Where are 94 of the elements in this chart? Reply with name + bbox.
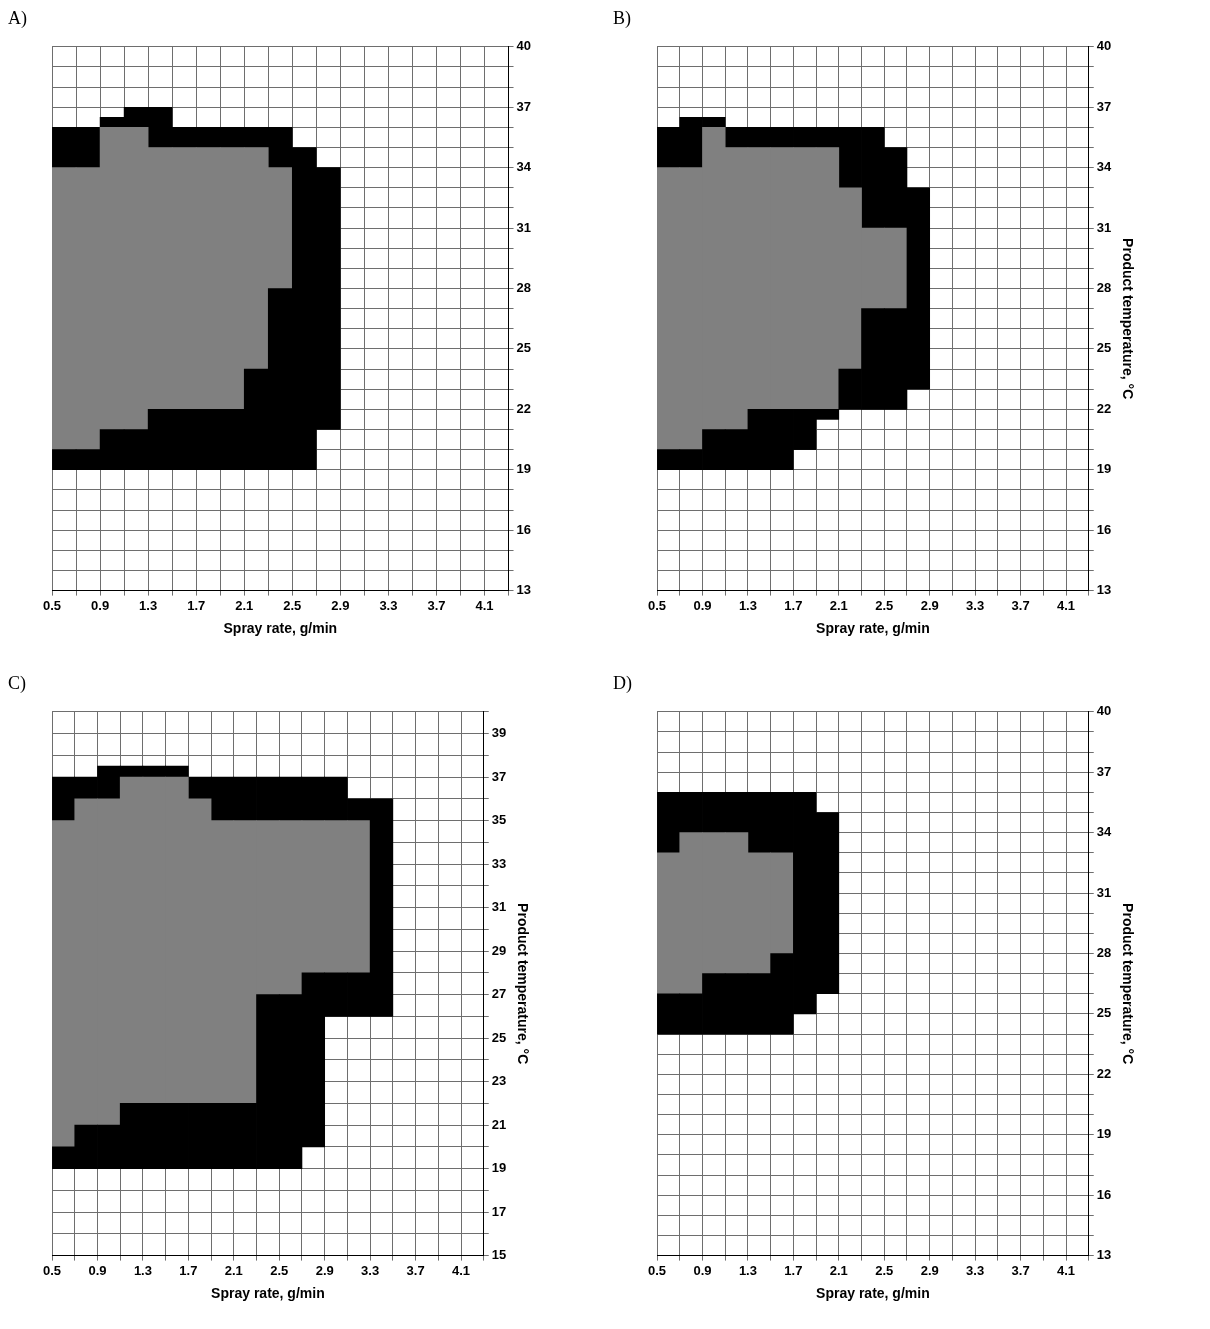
x-tick-label: 2.9 <box>920 1262 939 1278</box>
y-tick-label: 37 <box>516 98 532 114</box>
x-tick-label: 3.3 <box>361 1262 380 1278</box>
x-tick-label: 2.1 <box>829 1262 848 1278</box>
y-tick-label: 25 <box>516 340 532 356</box>
x-axis-title: Spray rate, g/min <box>816 620 930 637</box>
y-tick-label: 19 <box>516 461 532 477</box>
y-tick-label: 13 <box>516 582 532 598</box>
y-tick-label: 27 <box>491 986 507 1002</box>
x-tick-label: 2.5 <box>875 597 894 613</box>
y-tick-label: 28 <box>1096 945 1112 961</box>
x-axis-title: Spray rate, g/min <box>211 1285 325 1302</box>
x-tick-label: 2.9 <box>920 597 939 613</box>
y-tick-label: 13 <box>1096 1247 1112 1263</box>
x-tick-label: 4.1 <box>451 1262 471 1278</box>
y-tick-label: 22 <box>1096 1065 1112 1081</box>
y-tick-label: 28 <box>1096 280 1112 296</box>
x-tick-label: 2.1 <box>829 597 848 613</box>
y-tick-label: 22 <box>1096 400 1112 416</box>
x-tick-label: 3.3 <box>966 1262 985 1278</box>
x-tick-label: 2.1 <box>224 1262 243 1278</box>
x-tick-label: 1.3 <box>139 597 158 613</box>
chart-title: A) <box>8 8 27 29</box>
chart-title: B) <box>613 8 631 29</box>
x-tick-label: 3.7 <box>406 1262 425 1278</box>
x-tick-label: 3.7 <box>427 597 446 613</box>
y-tick-label: 29 <box>491 942 507 958</box>
chart-title: C) <box>8 673 26 694</box>
x-tick-label: 1.3 <box>133 1262 152 1278</box>
y-tick-label: 34 <box>516 159 532 175</box>
x-tick-label: 3.7 <box>1011 597 1030 613</box>
y-tick-label: 19 <box>1096 1126 1112 1142</box>
x-tick-label: 4.1 <box>475 597 494 613</box>
y-tick-label: 25 <box>1096 340 1112 356</box>
x-tick-label: 2.9 <box>331 597 350 613</box>
y-tick-label: 40 <box>1096 38 1112 54</box>
y-tick-label: 40 <box>516 38 532 54</box>
x-tick-label: 0.9 <box>693 597 712 613</box>
y-tick-label: 33 <box>491 855 507 871</box>
y-tick-label: 35 <box>491 812 507 828</box>
y-tick-label: 39 <box>491 725 507 741</box>
y-tick-label: 31 <box>1096 884 1112 900</box>
y-tick-label: 21 <box>491 1116 507 1132</box>
x-tick-label: 1.7 <box>179 1262 198 1278</box>
y-tick-label: 37 <box>1096 763 1112 779</box>
y-axis-title: Product temperature, °C <box>1119 903 1136 1065</box>
x-tick-label: 0.5 <box>43 597 62 613</box>
x-tick-label: 1.7 <box>784 1262 803 1278</box>
y-axis-title: Product temperature, °C <box>514 903 531 1065</box>
x-tick-label: 0.5 <box>648 597 667 613</box>
y-axis-title: Product temperature, °C <box>1119 238 1136 400</box>
y-tick-label: 23 <box>491 1073 507 1089</box>
y-tick-label: 25 <box>491 1029 507 1045</box>
y-tick-label: 25 <box>1096 1005 1112 1021</box>
x-tick-label: 2.5 <box>270 1262 289 1278</box>
y-tick-label: 19 <box>491 1160 507 1176</box>
y-tick-label: 34 <box>1096 824 1112 840</box>
x-tick-label: 2.5 <box>875 1262 894 1278</box>
y-tick-label: 16 <box>1096 521 1112 537</box>
x-tick-label: 4.1 <box>1056 597 1076 613</box>
x-tick-label: 1.7 <box>187 597 206 613</box>
x-tick-label: 0.5 <box>43 1262 62 1278</box>
y-tick-label: 31 <box>491 899 507 915</box>
chart-title: D) <box>613 673 632 694</box>
x-tick-label: 0.9 <box>88 1262 107 1278</box>
y-tick-label: 31 <box>1096 219 1112 235</box>
y-tick-label: 16 <box>516 521 532 537</box>
y-tick-label: 28 <box>516 280 532 296</box>
x-tick-label: 0.9 <box>91 597 110 613</box>
y-tick-label: 37 <box>1096 98 1112 114</box>
x-tick-label: 2.1 <box>235 597 254 613</box>
x-axis-title: Spray rate, g/min <box>816 1285 930 1302</box>
x-tick-label: 0.5 <box>648 1262 667 1278</box>
x-tick-label: 0.9 <box>693 1262 712 1278</box>
y-tick-label: 16 <box>1096 1186 1112 1202</box>
x-tick-label: 3.3 <box>379 597 398 613</box>
x-tick-label: 1.3 <box>738 597 757 613</box>
y-tick-label: 13 <box>1096 582 1112 598</box>
y-tick-label: 34 <box>1096 159 1112 175</box>
y-tick-label: 22 <box>516 400 532 416</box>
y-tick-label: 40 <box>1096 703 1112 719</box>
x-tick-label: 1.7 <box>784 597 803 613</box>
x-axis-title: Spray rate, g/min <box>223 620 338 637</box>
y-tick-label: 31 <box>516 219 532 235</box>
y-tick-label: 19 <box>1096 461 1112 477</box>
x-tick-label: 1.3 <box>738 1262 757 1278</box>
y-tick-label: 17 <box>491 1203 507 1219</box>
y-tick-label: 15 <box>491 1247 507 1263</box>
x-tick-label: 2.5 <box>283 597 302 613</box>
y-tick-label: 37 <box>491 768 507 784</box>
x-tick-label: 3.3 <box>966 597 985 613</box>
x-tick-label: 3.7 <box>1011 1262 1030 1278</box>
x-tick-label: 2.9 <box>315 1262 334 1278</box>
x-tick-label: 4.1 <box>1056 1262 1076 1278</box>
